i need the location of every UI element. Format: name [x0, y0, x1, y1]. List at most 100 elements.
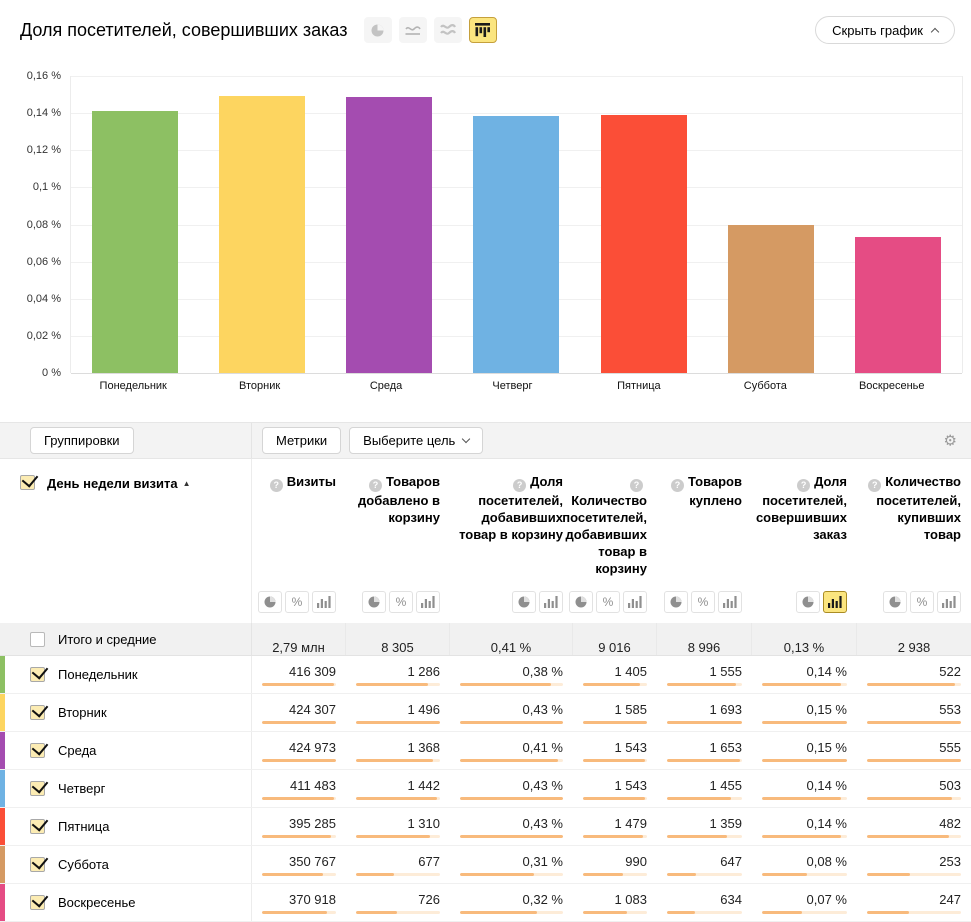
- metric-value-cell: 1 442: [346, 770, 450, 807]
- groupings-button[interactable]: Группировки: [30, 427, 134, 454]
- metric-value-cell: 0,31 %: [450, 846, 573, 883]
- chart-bar-4[interactable]: [473, 115, 560, 373]
- y-axis-tick-label: 0,06 %: [26, 255, 61, 268]
- value-bar-fill: [460, 910, 537, 914]
- value-bar-fill: [262, 910, 327, 914]
- metric-view-switcher: %: [883, 591, 961, 613]
- row-color-stripe: [0, 694, 5, 731]
- chart-bar-5[interactable]: [600, 114, 687, 373]
- pie-view-button[interactable]: [569, 591, 593, 613]
- percent-view-button[interactable]: %: [596, 591, 620, 613]
- metric-value-cell: 522: [857, 656, 971, 693]
- value-bar-fill: [356, 720, 440, 724]
- pie-view-button[interactable]: [258, 591, 282, 613]
- column-header-2: ? Товаров добавлено в корзину%: [346, 459, 450, 623]
- chart-bar-1[interactable]: [91, 111, 178, 373]
- value-bar-fill: [356, 682, 429, 686]
- value-bar-track: [460, 834, 563, 838]
- metric-view-switcher: %: [258, 591, 336, 613]
- metric-value: 1 693: [709, 701, 742, 717]
- pie-view-button[interactable]: [512, 591, 536, 613]
- row-checkbox[interactable]: [30, 819, 45, 834]
- column-header-label[interactable]: ? Товаров добавлено в корзину: [358, 474, 440, 525]
- column-header-label[interactable]: ? Доля посетителей, добавивших товар в ко…: [459, 474, 563, 542]
- bars-view-button[interactable]: [539, 591, 563, 613]
- bars-view-button[interactable]: [937, 591, 961, 613]
- bars-icon: [628, 596, 642, 608]
- metric-value: 0,15 %: [806, 739, 847, 755]
- percent-view-button[interactable]: %: [285, 591, 309, 613]
- value-bar-fill: [867, 720, 961, 724]
- line-chart-icon[interactable]: [398, 17, 427, 43]
- help-question-icon[interactable]: ?: [369, 479, 382, 492]
- row-checkbox[interactable]: [30, 705, 45, 720]
- percent-view-button[interactable]: %: [389, 591, 413, 613]
- row-label-cell: Суббота: [0, 846, 252, 883]
- bars-view-button[interactable]: [416, 591, 440, 613]
- totals-checkbox[interactable]: [30, 631, 45, 647]
- column-header-label[interactable]: ? Товаров куплено: [657, 473, 742, 509]
- value-bar-fill: [262, 834, 331, 838]
- value-bar-track: [762, 910, 847, 914]
- column-header-label[interactable]: ? Визиты: [269, 473, 336, 492]
- bars-view-button[interactable]: [312, 591, 336, 613]
- metric-value: 0,41 %: [522, 739, 563, 755]
- chart-bar-3[interactable]: [346, 97, 433, 373]
- value-bar-track: [583, 834, 647, 838]
- bars-view-button[interactable]: [823, 591, 847, 613]
- help-question-icon[interactable]: ?: [630, 479, 643, 492]
- pie-icon: [889, 596, 901, 608]
- help-question-icon[interactable]: ?: [513, 479, 527, 492]
- row-checkbox[interactable]: [30, 781, 45, 796]
- choose-goal-button[interactable]: Выберите цель: [349, 427, 484, 454]
- stacked-area-chart-icon[interactable]: [433, 17, 462, 43]
- bars-view-button[interactable]: [718, 591, 742, 613]
- row-color-stripe: [0, 770, 5, 807]
- value-bar-fill: [460, 720, 563, 724]
- yandex-metrica-report: { "chart": { "title": "Доля посетителей,…: [0, 0, 971, 884]
- column-header-7: ? Количество посетителей, купивших товар%: [857, 459, 971, 623]
- bar-chart-icon[interactable]: [468, 17, 497, 43]
- value-bar-track: [356, 910, 440, 914]
- help-question-icon[interactable]: ?: [269, 479, 283, 492]
- row-checkbox[interactable]: [30, 857, 45, 872]
- group-header-cell: День недели визита ▲: [0, 459, 252, 623]
- value-bar-track: [867, 796, 961, 800]
- metric-value: 424 307: [289, 701, 336, 717]
- chart-bar-2[interactable]: [218, 95, 305, 373]
- pie-chart-icon[interactable]: [363, 17, 392, 43]
- help-question-icon[interactable]: ?: [868, 479, 882, 492]
- bars-view-button[interactable]: [623, 591, 647, 613]
- pie-view-button[interactable]: [883, 591, 907, 613]
- group-header-label[interactable]: День недели визита ▲: [47, 475, 191, 491]
- group-header-checkbox[interactable]: [20, 475, 35, 490]
- column-header-label[interactable]: ? Количество посетителей, купивших товар: [857, 473, 961, 543]
- value-bar-fill: [867, 910, 909, 914]
- chart-plot: [70, 76, 963, 374]
- help-question-icon[interactable]: ?: [671, 479, 684, 492]
- settings-gear-icon[interactable]: ⚙: [943, 432, 957, 449]
- pie-view-button[interactable]: [664, 591, 688, 613]
- percent-view-button[interactable]: %: [691, 591, 715, 613]
- pie-view-button[interactable]: [796, 591, 820, 613]
- row-checkbox[interactable]: [30, 743, 45, 758]
- chart-bar-7[interactable]: [855, 236, 942, 373]
- value-bar-fill: [356, 796, 437, 800]
- hide-chart-label: Скрыть график: [832, 22, 923, 38]
- metric-value: 647: [720, 853, 742, 869]
- metric-value: 677: [418, 853, 440, 869]
- help-question-icon[interactable]: ?: [797, 479, 811, 492]
- row-checkbox[interactable]: [30, 895, 45, 910]
- value-bar-fill: [583, 720, 647, 724]
- totals-value: 8 996: [657, 623, 752, 655]
- percent-view-button[interactable]: %: [910, 591, 934, 613]
- metrics-button[interactable]: Метрики: [262, 427, 342, 454]
- hide-chart-button[interactable]: Скрыть график: [815, 16, 955, 44]
- row-checkbox[interactable]: [30, 667, 45, 682]
- metric-value: 0,08 %: [806, 853, 847, 869]
- column-header-label[interactable]: ?Количество посетителей, добавивших това…: [562, 479, 648, 576]
- value-bar-track: [356, 758, 440, 762]
- chart-bar-6[interactable]: [728, 225, 815, 373]
- pie-view-button[interactable]: [362, 591, 386, 613]
- column-header-label[interactable]: ? Доля посетителей, совершивших заказ: [755, 474, 847, 542]
